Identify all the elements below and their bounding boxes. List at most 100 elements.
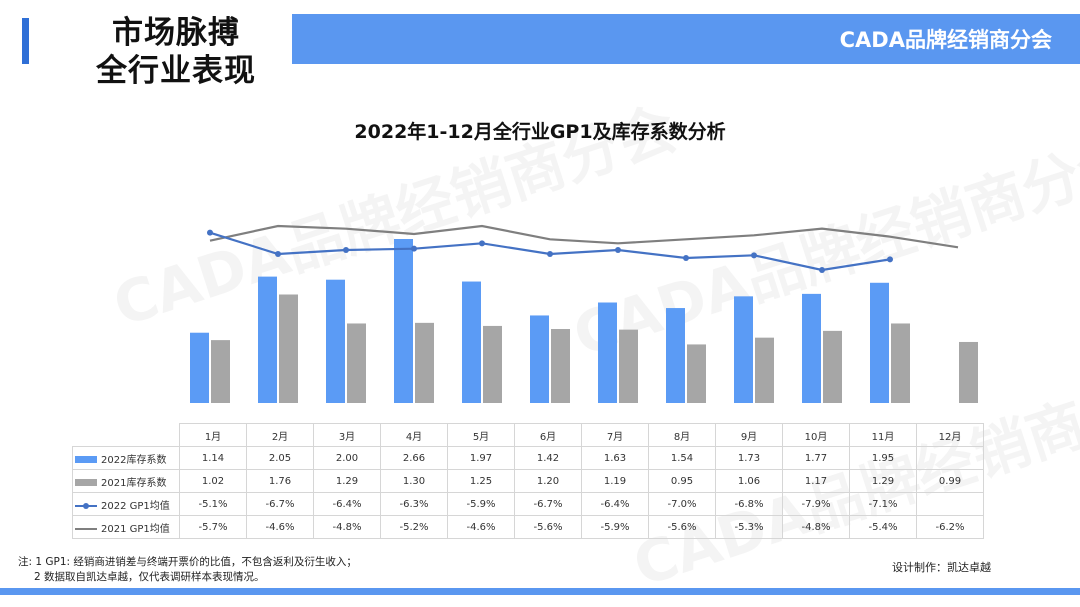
legend-text: 2022库存系数 <box>101 454 167 466</box>
point-2022-gp1 <box>479 240 485 247</box>
bar-2021-inventory <box>415 322 434 403</box>
data-cell: 1.25 <box>447 469 515 493</box>
legend-swatch <box>75 527 97 530</box>
bar-2021-inventory <box>347 323 366 403</box>
month-header-cell: 6月 <box>514 423 582 447</box>
data-cell: -7.0% <box>648 492 716 516</box>
month-header-cell: 5月 <box>447 423 515 447</box>
month-header-cell: 4月 <box>380 423 448 447</box>
point-2022-gp1 <box>615 247 621 253</box>
org-name: CADA品牌经销商分会 <box>839 28 1052 52</box>
point-2022-gp1 <box>751 252 757 259</box>
data-cell: 1.63 <box>581 446 649 470</box>
month-header-cell: 3月 <box>313 423 381 447</box>
data-cell: -5.6% <box>648 515 716 539</box>
bar-2022-inventory <box>190 332 209 403</box>
data-cell: -4.6% <box>246 515 314 539</box>
footnote: 注: 1 GP1: 经销商进销差与终端开票价的比值，不包含返利及衍生收入； 2 … <box>18 555 357 585</box>
point-2022-gp1 <box>819 267 825 273</box>
data-cell: -4.8% <box>782 515 850 539</box>
bar-2022-inventory <box>870 282 889 403</box>
data-cell: -6.3% <box>380 492 448 516</box>
data-table: 1月 2月 3月 4月 5月 6月 7月 8月 9月 10月 11月 12月 2022库存系数 1.14 2… <box>72 423 984 539</box>
month-header-cell: 11月 <box>849 423 917 447</box>
bar-2022-inventory <box>394 239 413 403</box>
month-header-cell: 2月 <box>246 423 314 447</box>
legend-text: 2021 GP1均值 <box>101 523 170 535</box>
table-row: 2022库存系数 1.14 2.05 2.00 2.66 1.97 1.42 1.63 1.54… <box>72 446 984 470</box>
bar-2022-inventory <box>666 308 685 403</box>
point-2022-gp1 <box>207 229 213 236</box>
page-title-line2: 全行业表现 <box>96 53 256 89</box>
month-header-cell: 9月 <box>715 423 783 447</box>
data-cell: 1.06 <box>715 469 783 493</box>
bar-2021-inventory <box>551 329 570 403</box>
data-cell: 1.14 <box>179 446 247 470</box>
data-cell: -5.9% <box>447 492 515 516</box>
data-cell: 1.29 <box>849 469 917 493</box>
bar-2022-inventory <box>258 276 277 403</box>
legend-swatch <box>75 456 97 463</box>
data-cell: 2.05 <box>246 446 314 470</box>
footnote-line1: 注: 1 GP1: 经销商进销差与终端开票价的比值，不包含返利及衍生收入； <box>18 556 357 568</box>
bar-2021-inventory <box>483 325 502 403</box>
legend-label-cell: 2021 GP1均值 <box>72 515 180 539</box>
data-cell: -6.2% <box>916 515 984 539</box>
bar-2021-inventory <box>891 323 910 403</box>
data-cell: 0.99 <box>916 469 984 493</box>
table-row: 2021库存系数 1.02 1.76 1.29 1.30 1.25 1.20 1.19 0.95… <box>72 469 984 493</box>
chart-title: 2022年1-12月全行业GP1及库存系数分析 <box>354 121 726 143</box>
page-title-line1: 市场脉搏 <box>112 15 240 51</box>
data-cell: 1.76 <box>246 469 314 493</box>
design-credit: 设计制作：凯达卓越 <box>892 561 991 574</box>
bar-2022-inventory <box>462 281 481 403</box>
data-cell: 1.97 <box>447 446 515 470</box>
data-cell: 1.19 <box>581 469 649 493</box>
bar-2021-inventory <box>823 330 842 403</box>
month-header-cell: 8月 <box>648 423 716 447</box>
data-cell: -5.2% <box>380 515 448 539</box>
legend-label-cell: 2022库存系数 <box>72 446 180 470</box>
data-cell: 1.02 <box>179 469 247 493</box>
month-header-cell: 12月 <box>916 423 984 447</box>
footer-band <box>0 588 1080 595</box>
bar-2022-inventory <box>326 279 345 403</box>
data-cell: -7.1% <box>849 492 917 516</box>
bar-2022-inventory <box>802 293 821 403</box>
header-band: CADA品牌经销商分会 <box>292 14 1080 64</box>
table-header-row: 1月 2月 3月 4月 5月 6月 7月 8月 9月 10月 11月 12月 <box>72 423 984 447</box>
data-cell: 1.73 <box>715 446 783 470</box>
data-cell: 1.95 <box>849 446 917 470</box>
line-2021-gp1 <box>209 224 959 249</box>
point-2022-gp1 <box>343 247 349 253</box>
month-header-cell: 1月 <box>179 423 247 447</box>
table-corner <box>72 423 180 447</box>
table-row: 2022 GP1均值 -5.1% -6.7% -6.4% -6.3% -5.9% -6.7%… <box>72 492 984 516</box>
data-cell: -6.7% <box>514 492 582 516</box>
bar-2022-inventory <box>598 302 617 403</box>
data-cell: 1.29 <box>313 469 381 493</box>
footnote-line2: 2 数据取自凯达卓越，仅代表调研样本表现情况。 <box>34 571 265 583</box>
data-cell <box>916 446 984 470</box>
bar-2022-inventory <box>530 315 549 403</box>
data-cell: -5.3% <box>715 515 783 539</box>
data-cell: 1.42 <box>514 446 582 470</box>
data-cell: -6.7% <box>246 492 314 516</box>
point-2022-gp1 <box>547 251 553 257</box>
data-cell: -5.6% <box>514 515 582 539</box>
point-2022-gp1 <box>887 256 893 263</box>
bar-2021-inventory <box>959 341 978 403</box>
point-2022-gp1 <box>683 255 689 261</box>
bar-2021-inventory <box>755 337 774 403</box>
data-cell: 1.20 <box>514 469 582 493</box>
legend-label-cell: 2021库存系数 <box>72 469 180 493</box>
legend-swatch <box>75 502 97 509</box>
data-cell: -5.9% <box>581 515 649 539</box>
data-cell: -6.4% <box>313 492 381 516</box>
month-header-cell: 7月 <box>581 423 649 447</box>
data-cell: -4.8% <box>313 515 381 539</box>
legend-swatch <box>75 479 97 486</box>
data-cell: -5.1% <box>179 492 247 516</box>
data-cell: 1.17 <box>782 469 850 493</box>
